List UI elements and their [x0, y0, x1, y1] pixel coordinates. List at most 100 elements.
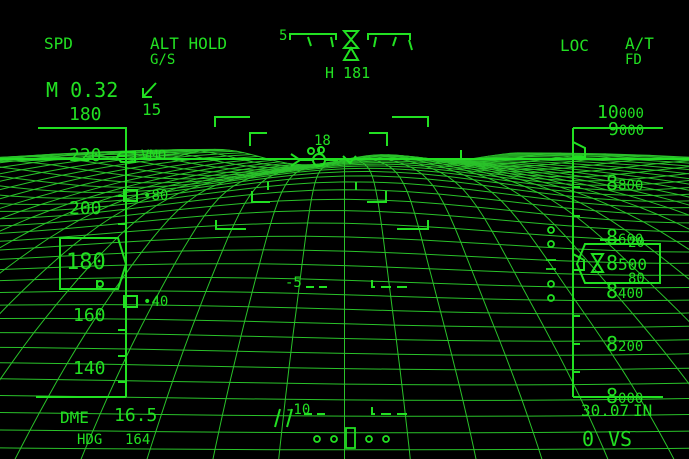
terrain-column [0, 152, 245, 191]
terrain-column [0, 164, 302, 381]
selected-speed: 180 [69, 104, 102, 125]
altitude-tape-frame [572, 127, 663, 398]
vertical-arm-annunciation: G/S [150, 52, 176, 68]
baro-setting: 30.07 [581, 401, 630, 420]
terrain-column [0, 155, 259, 209]
terrain-column [416, 157, 689, 230]
speed-mode-annunciation: SPD [44, 34, 73, 53]
dme-label: DME [60, 408, 89, 427]
terrain-column [401, 155, 689, 280]
current-altitude-thousands: 8 [606, 251, 619, 275]
altitude-small: 000 [618, 123, 645, 139]
pitch-label: 18 [314, 133, 331, 149]
altitude-tape-label: 8400 [606, 281, 643, 301]
vmo-label: VMO [141, 148, 167, 164]
selected-altitude: 10000 [597, 104, 644, 122]
speed-trend-arrow-icon [142, 82, 157, 98]
speed-bug-label: •40 [143, 295, 168, 309]
autothrottle-annunciation: A/T [625, 34, 654, 53]
heading-readout: H 181 [325, 64, 371, 82]
terrain-column [146, 163, 324, 459]
terrain-column [373, 154, 609, 459]
heading-scale [289, 30, 413, 61]
altitude-small: 600 [618, 232, 644, 248]
altitude-big: 9 [608, 119, 619, 140]
flight-path-vector-icon [290, 146, 357, 167]
altitude-small: 200 [618, 339, 644, 355]
terrain-column [466, 158, 689, 175]
altitude-big: 8 [606, 171, 619, 195]
speed-tape-label: 140 [73, 358, 106, 379]
terrain-column [0, 162, 288, 274]
speed-tape-frame [36, 127, 138, 398]
terrain-column [0, 161, 280, 249]
altitude-tape-label: 9000 [608, 121, 644, 139]
altitude-big: 8 [606, 279, 619, 303]
terrain-column [409, 156, 689, 250]
terrain-column [0, 149, 223, 168]
terrain-column [0, 157, 266, 220]
flight-director-box [214, 116, 429, 230]
altitude-bug-label: 80 [628, 271, 645, 287]
heading-value: 164 [125, 432, 151, 448]
speed-bug-label: •80 [143, 189, 168, 203]
pitch-label: -10 [285, 402, 311, 418]
flight-director-annunciation: FD [625, 52, 642, 68]
speed-bug-value: 80 [151, 188, 169, 204]
speed-bug-dot: • [143, 294, 152, 310]
pitch-ladder [274, 280, 412, 428]
terrain-column [358, 156, 477, 459]
terrain-column [387, 154, 689, 385]
speed-tape-label: 200 [69, 198, 102, 219]
speed-tape-label: 160 [73, 305, 106, 326]
terrain-column [437, 159, 689, 198]
terrain-column [0, 150, 237, 182]
altitude-tape-label: 8600 [606, 227, 643, 247]
pitch-label: -5 [285, 275, 302, 291]
speed-trend-value: 15 [142, 100, 162, 119]
terrain-column [351, 157, 411, 459]
terrain-column [394, 154, 689, 323]
terrain-column [14, 164, 309, 459]
terrain-column [0, 149, 230, 175]
heading-scale-label: 5 [279, 28, 288, 44]
current-speed-readout: 180 [66, 250, 106, 275]
altitude-tape-label: 8000 [606, 386, 643, 406]
altitude-small: 800 [618, 178, 644, 194]
speed-tape-label: 220 [69, 145, 102, 166]
altitude-tape-label: 8200 [606, 334, 643, 354]
altitude-big: 8 [606, 225, 619, 249]
selected-altitude-hundreds: 000 [618, 106, 644, 122]
selected-altitude-thousands: 10 [597, 102, 619, 123]
altitude-small: 400 [618, 286, 644, 302]
terrain-column [452, 159, 689, 185]
terrain-mesh [0, 148, 689, 459]
terrain-column [278, 160, 338, 459]
terrain-column [80, 163, 316, 459]
baro-unit: IN [633, 401, 653, 420]
altitude-bug-label: 20 [628, 235, 645, 251]
terrain-column [0, 159, 273, 232]
dme-value: 16.5 [114, 405, 158, 426]
speed-bug-value: 40 [151, 294, 169, 310]
terrain-column [212, 162, 331, 459]
altitude-small: 000 [618, 391, 644, 407]
terrain-column [380, 154, 675, 459]
terrain-column [423, 158, 689, 216]
current-altitude-readout: 8500 [606, 253, 647, 273]
altitude-tape-label: 8800 [606, 173, 643, 193]
terrain-column [473, 158, 689, 171]
altitude-big: 8 [606, 332, 619, 356]
mach-readout: M 0.32 [46, 78, 119, 102]
heading-label: HDG [77, 432, 103, 448]
terrain-column [444, 160, 689, 191]
altitude-big: 8 [606, 384, 619, 408]
roll-indicator-icon [313, 427, 390, 449]
vertical-speed-indicator [546, 226, 556, 302]
lateral-mode-annunciation: LOC [560, 36, 589, 55]
terrain-column [0, 154, 252, 200]
speed-bug-dot: • [143, 188, 152, 204]
